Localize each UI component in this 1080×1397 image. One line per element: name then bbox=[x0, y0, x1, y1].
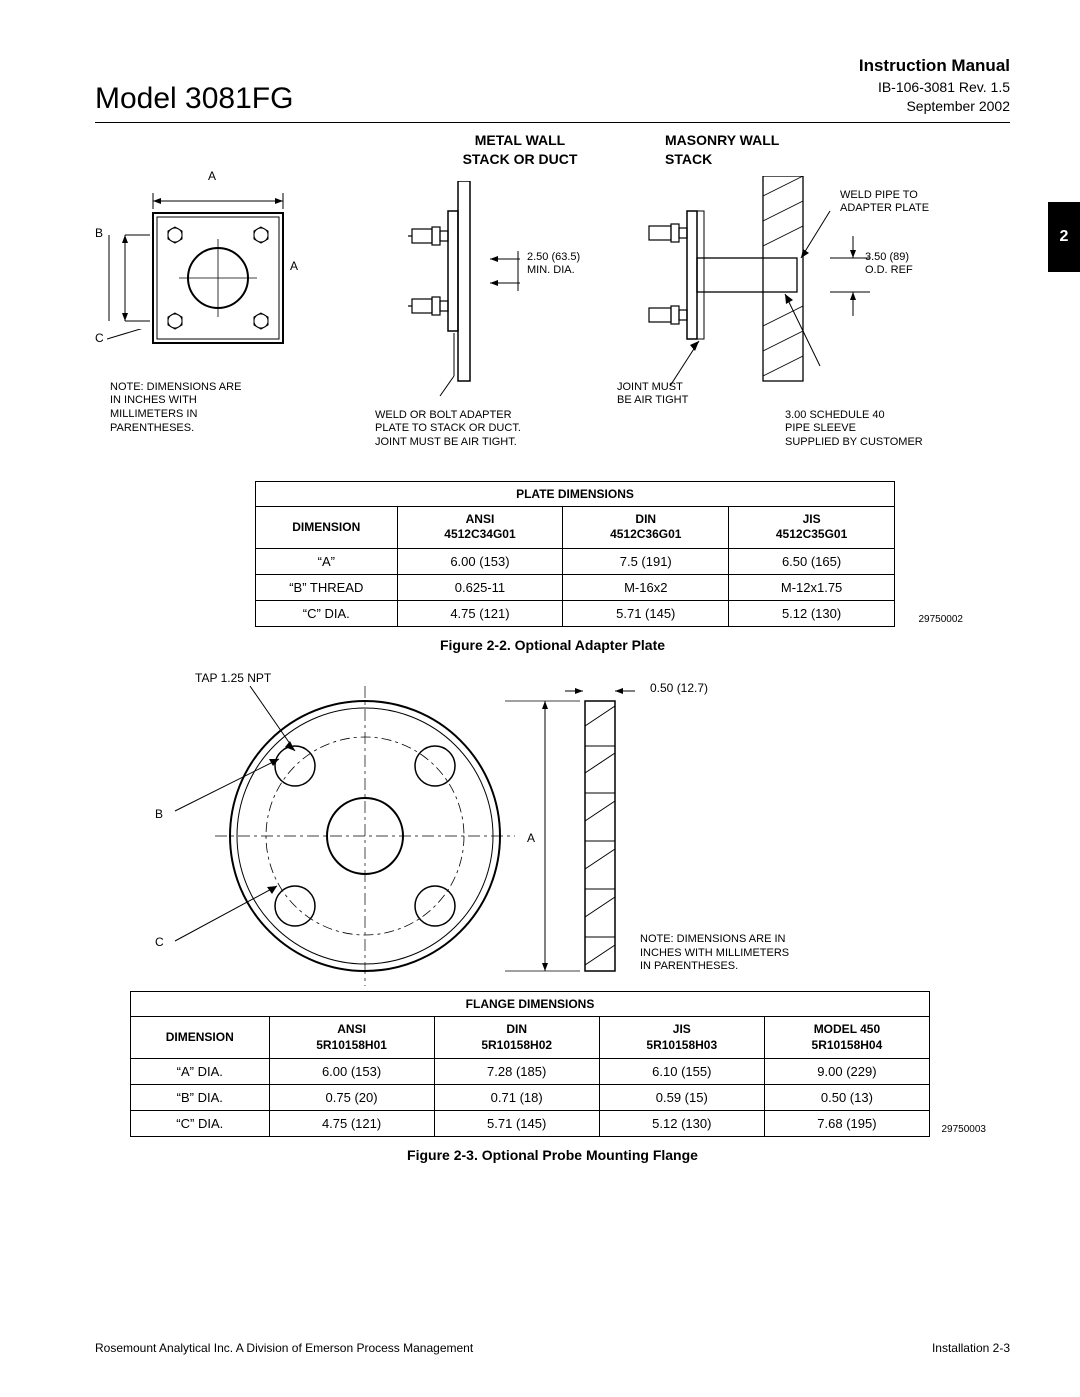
dim-c-flange: C bbox=[155, 935, 164, 950]
table-cell: “A” bbox=[256, 548, 398, 574]
table-header: JIS 4512C35G01 bbox=[729, 506, 895, 548]
page-header: Model 3081FG Instruction Manual IB-106-3… bbox=[95, 55, 1010, 123]
figure-2-3-diagram-area: TAP 1.25 NPT bbox=[95, 671, 1010, 991]
pipe-sleeve-label: 3.00 SCHEDULE 40 PIPE SLEEVE SUPPLIED BY… bbox=[785, 409, 923, 450]
footer-right: Installation 2-3 bbox=[932, 1341, 1010, 1355]
instruction-manual-label: Instruction Manual bbox=[859, 55, 1010, 78]
weld-pipe-label: WELD PIPE TO ADAPTER PLATE bbox=[840, 189, 929, 217]
table-cell: “C” DIA. bbox=[256, 600, 398, 626]
table-cell: 4.75 (121) bbox=[397, 600, 563, 626]
table-cell: 7.28 (185) bbox=[434, 1059, 599, 1085]
table-header: DIMENSION bbox=[256, 506, 398, 548]
table-header: JIS 5R10158H03 bbox=[599, 1016, 764, 1058]
table-header: DIMENSION bbox=[131, 1016, 270, 1058]
table-row: “B” THREAD0.625-11M-16x2M-12x1.75 bbox=[256, 574, 895, 600]
header-right: Instruction Manual IB-106-3081 Rev. 1.5 … bbox=[859, 55, 1010, 116]
table-row: “C” DIA.4.75 (121)5.71 (145)5.12 (130)7.… bbox=[131, 1111, 930, 1137]
table-cell: “A” DIA. bbox=[131, 1059, 270, 1085]
table-header: MODEL 450 5R10158H04 bbox=[764, 1016, 929, 1058]
dim-a-flange: A bbox=[527, 831, 535, 846]
figure-2-2-diagram-area: METAL WALL STACK OR DUCT MASONRY WALL ST… bbox=[95, 131, 1010, 481]
metal-wall-sideview-icon bbox=[390, 181, 540, 411]
table-row: “C” DIA.4.75 (121)5.71 (145)5.12 (130) bbox=[256, 600, 895, 626]
table-cell: M-16x2 bbox=[563, 574, 729, 600]
table-cell: 6.50 (165) bbox=[729, 548, 895, 574]
footer-left: Rosemount Analytical Inc. A Division of … bbox=[95, 1341, 473, 1355]
table-cell: 7.5 (191) bbox=[563, 548, 729, 574]
table-cell: 9.00 (229) bbox=[764, 1059, 929, 1085]
half-inch-label: 0.50 (12.7) bbox=[650, 681, 708, 696]
table-cell: 6.10 (155) bbox=[599, 1059, 764, 1085]
model-title: Model 3081FG bbox=[95, 82, 293, 116]
dim-a-top: A bbox=[208, 169, 216, 184]
table-header: DIN 5R10158H02 bbox=[434, 1016, 599, 1058]
metal-wall-heading: METAL WALL STACK OR DUCT bbox=[425, 131, 615, 169]
table-row: “A”6.00 (153)7.5 (191)6.50 (165) bbox=[256, 548, 895, 574]
flange-dimensions-table: FLANGE DIMENSIONS DIMENSIONANSI 5R10158H… bbox=[130, 991, 930, 1137]
table-cell: 0.75 (20) bbox=[269, 1085, 434, 1111]
revision-label: IB-106-3081 Rev. 1.5 bbox=[859, 78, 1010, 97]
masonry-wall-heading: MASONRY WALL STACK bbox=[665, 131, 855, 169]
dim-b-left: B bbox=[95, 226, 103, 241]
table-cell: 6.00 (153) bbox=[269, 1059, 434, 1085]
table-cell: “B” DIA. bbox=[131, 1085, 270, 1111]
circular-flange-icon bbox=[155, 681, 635, 991]
table-row: “A” DIA.6.00 (153)7.28 (185)6.10 (155)9.… bbox=[131, 1059, 930, 1085]
dim-c-left: C bbox=[95, 331, 104, 346]
table-row: “B” DIA.0.75 (20)0.71 (18)0.59 (15)0.50 … bbox=[131, 1085, 930, 1111]
ref-29750002: 29750002 bbox=[919, 614, 964, 625]
table-header: DIN 4512C36G01 bbox=[563, 506, 729, 548]
od-ref-label: 3.50 (89) O.D. REF bbox=[865, 251, 913, 279]
table-cell: 5.12 (130) bbox=[599, 1111, 764, 1137]
table-cell: 0.50 (13) bbox=[764, 1085, 929, 1111]
table-cell: 5.12 (130) bbox=[729, 600, 895, 626]
min-dia-label: 2.50 (63.5) MIN. DIA. bbox=[527, 251, 580, 279]
dim-b-flange: B bbox=[155, 807, 163, 822]
weld-bolt-note: WELD OR BOLT ADAPTER PLATE TO STACK OR D… bbox=[375, 409, 521, 450]
table-cell: “B” THREAD bbox=[256, 574, 398, 600]
ref-29750003: 29750003 bbox=[942, 1124, 987, 1135]
table-cell: 0.59 (15) bbox=[599, 1085, 764, 1111]
figure-2-2-caption: Figure 2-2. Optional Adapter Plate bbox=[95, 637, 1010, 653]
table-cell: 7.68 (195) bbox=[764, 1111, 929, 1137]
table-cell: 4.75 (121) bbox=[269, 1111, 434, 1137]
figure-2-3-caption: Figure 2-3. Optional Probe Mounting Flan… bbox=[95, 1147, 1010, 1163]
date-label: September 2002 bbox=[859, 97, 1010, 116]
table-header: ANSI 5R10158H01 bbox=[269, 1016, 434, 1058]
note-dimensions-2: NOTE: DIMENSIONS ARE IN INCHES WITH MILL… bbox=[640, 933, 789, 974]
table-cell: 6.00 (153) bbox=[397, 548, 563, 574]
table-header: ANSI 4512C34G01 bbox=[397, 506, 563, 548]
table-cell: 0.625-11 bbox=[397, 574, 563, 600]
table2-title: FLANGE DIMENSIONS bbox=[131, 991, 930, 1016]
page-footer: Rosemount Analytical Inc. A Division of … bbox=[95, 1341, 1010, 1355]
joint-air-tight-label: JOINT MUST BE AIR TIGHT bbox=[617, 381, 688, 409]
: PLATE DIMENSIONS DIMENSIONANSI 4512C34G0… bbox=[255, 481, 895, 627]
table-cell: 5.71 (145) bbox=[563, 600, 729, 626]
dim-a-right: A bbox=[290, 259, 298, 274]
c-leader-icon bbox=[107, 329, 177, 364]
table-cell: 0.71 (18) bbox=[434, 1085, 599, 1111]
table-cell: 5.71 (145) bbox=[434, 1111, 599, 1137]
table-cell: M-12x1.75 bbox=[729, 574, 895, 600]
note-dimensions: NOTE: DIMENSIONS ARE IN INCHES WITH MILL… bbox=[110, 381, 241, 436]
table-cell: “C” DIA. bbox=[131, 1111, 270, 1137]
table1-title: PLATE DIMENSIONS bbox=[256, 481, 895, 506]
section-tab: 2 bbox=[1048, 202, 1080, 272]
